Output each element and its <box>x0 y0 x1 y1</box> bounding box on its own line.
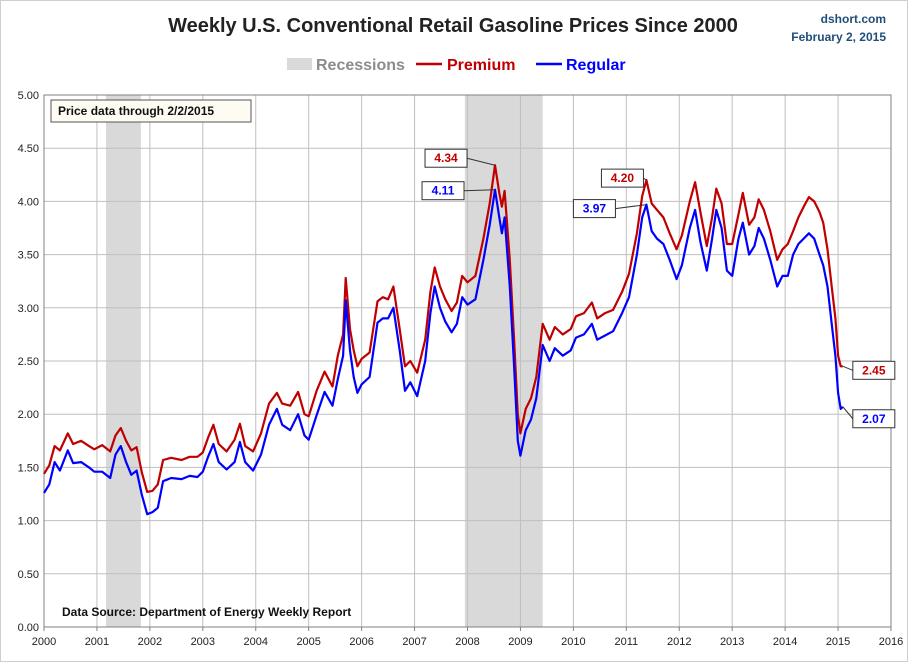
x-tick-label-1: 2001 <box>85 636 109 648</box>
x-tick-label-2: 2002 <box>138 636 162 648</box>
y-tick-label-4: 2.00 <box>18 409 39 421</box>
y-tick-label-3: 1.50 <box>18 462 39 474</box>
callout-box-5 <box>852 409 896 429</box>
x-tick-label-10: 2010 <box>561 636 585 648</box>
y-tick-label-8: 4.00 <box>18 196 39 208</box>
x-tick-label-9: 2009 <box>508 636 532 648</box>
credit-site: dshort.com <box>821 12 886 26</box>
legend-label-regular: Regular <box>566 57 626 74</box>
x-tick-label-13: 2013 <box>720 636 744 648</box>
y-tick-label-9: 4.50 <box>18 143 39 155</box>
value-callouts: 4.34 4.11 4.20 3.97 2.45 2.07 <box>421 148 896 429</box>
x-tick-label-3: 2003 <box>191 636 215 648</box>
x-tick-label-14: 2014 <box>773 636 797 648</box>
series-lines <box>43 164 844 516</box>
y-tick-label-2: 1.00 <box>18 516 39 528</box>
x-tick-label-5: 2005 <box>296 636 320 648</box>
x-tick-label-11: 2011 <box>614 636 638 648</box>
legend-label-recessions: Recessions <box>316 57 405 74</box>
x-tick-label-12: 2012 <box>667 636 691 648</box>
y-tick-label-7: 3.50 <box>18 250 39 262</box>
credit-date: February 2, 2015 <box>791 30 886 44</box>
y-tick-label-5: 2.50 <box>18 356 39 368</box>
axes: 0.00 0.50 1.00 1.50 2.00 2.50 3.00 3.50 4.00 4.50… <box>18 90 904 648</box>
price-through-box <box>50 99 252 123</box>
callout-leader-1 <box>464 189 496 192</box>
callout-leader-4 <box>842 365 854 371</box>
x-tick-label-8: 2008 <box>455 636 479 648</box>
callout-leader-0 <box>466 157 496 166</box>
callout-box-0 <box>424 148 468 168</box>
x-tick-label-7: 2007 <box>402 636 426 648</box>
price-through-note: Price data through 2/2/2015 <box>50 99 252 123</box>
callout-leader-3 <box>615 204 647 210</box>
callout-label-3: 3.97 <box>583 202 607 216</box>
y-tick-label-0: 0.00 <box>18 622 39 634</box>
chart-title: Weekly U.S. Conventional Retail Gasoline… <box>168 15 738 37</box>
callout-label-2: 4.20 <box>611 171 635 185</box>
gridlines <box>43 94 892 628</box>
x-tick-label-0: 2000 <box>32 636 56 648</box>
y-tick-label-1: 0.50 <box>18 569 39 581</box>
callout-label-5: 2.07 <box>862 412 886 426</box>
data-source-note: Data Source: Department of Energy Weekly… <box>62 605 351 619</box>
x-tick-label-16: 2016 <box>879 636 903 648</box>
callout-leader-5 <box>842 406 854 420</box>
legend-label-premium: Premium <box>447 57 515 74</box>
callout-label-0: 4.34 <box>434 151 458 165</box>
callout-box-1 <box>421 181 465 201</box>
callout-label-1: 4.11 <box>432 184 455 198</box>
legend-swatch-recessions <box>287 58 312 70</box>
callout-box-2 <box>600 168 644 188</box>
series-line-premium <box>43 164 843 493</box>
y-tick-label-6: 3.00 <box>18 303 39 315</box>
callout-box-4 <box>852 360 896 380</box>
series-line-regular <box>43 188 844 516</box>
x-tick-label-4: 2004 <box>244 636 268 648</box>
x-tick-label-15: 2015 <box>826 636 850 648</box>
y-tick-label-10: 5.00 <box>18 90 39 102</box>
x-tick-label-6: 2006 <box>349 636 373 648</box>
legend: Recessions Premium Regular <box>287 57 626 74</box>
price-through-text: Price data through 2/2/2015 <box>58 104 214 118</box>
callout-label-4: 2.45 <box>862 363 886 377</box>
callout-box-3 <box>572 199 616 219</box>
